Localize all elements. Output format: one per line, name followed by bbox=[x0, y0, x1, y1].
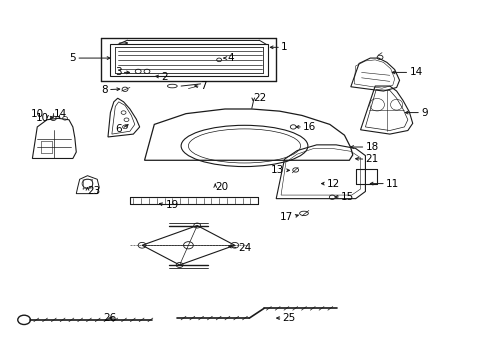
Text: 16: 16 bbox=[303, 122, 316, 132]
Text: 10: 10 bbox=[35, 113, 48, 123]
Text: 18: 18 bbox=[365, 142, 378, 152]
Text: 1: 1 bbox=[281, 42, 287, 52]
Text: 14: 14 bbox=[408, 67, 422, 77]
Text: 14: 14 bbox=[53, 109, 66, 119]
Text: 5: 5 bbox=[69, 53, 76, 63]
Text: 10: 10 bbox=[30, 109, 43, 119]
Text: 20: 20 bbox=[215, 182, 228, 192]
Text: 15: 15 bbox=[340, 192, 354, 202]
Text: 8: 8 bbox=[101, 85, 108, 95]
Text: 22: 22 bbox=[253, 93, 266, 103]
Text: 23: 23 bbox=[87, 186, 101, 197]
Text: 7: 7 bbox=[199, 81, 206, 91]
Text: 25: 25 bbox=[282, 313, 295, 323]
Text: 2: 2 bbox=[161, 72, 168, 82]
Text: 26: 26 bbox=[103, 313, 117, 323]
Text: 21: 21 bbox=[365, 154, 378, 164]
Text: 24: 24 bbox=[238, 243, 251, 253]
Text: 3: 3 bbox=[115, 67, 122, 77]
Text: 9: 9 bbox=[420, 108, 427, 118]
Text: 19: 19 bbox=[165, 200, 179, 210]
Text: 11: 11 bbox=[385, 179, 398, 189]
Text: 17: 17 bbox=[280, 212, 293, 221]
Text: 4: 4 bbox=[227, 53, 234, 63]
Text: 12: 12 bbox=[326, 179, 339, 189]
Text: 13: 13 bbox=[271, 165, 284, 175]
Text: 6: 6 bbox=[115, 124, 122, 134]
